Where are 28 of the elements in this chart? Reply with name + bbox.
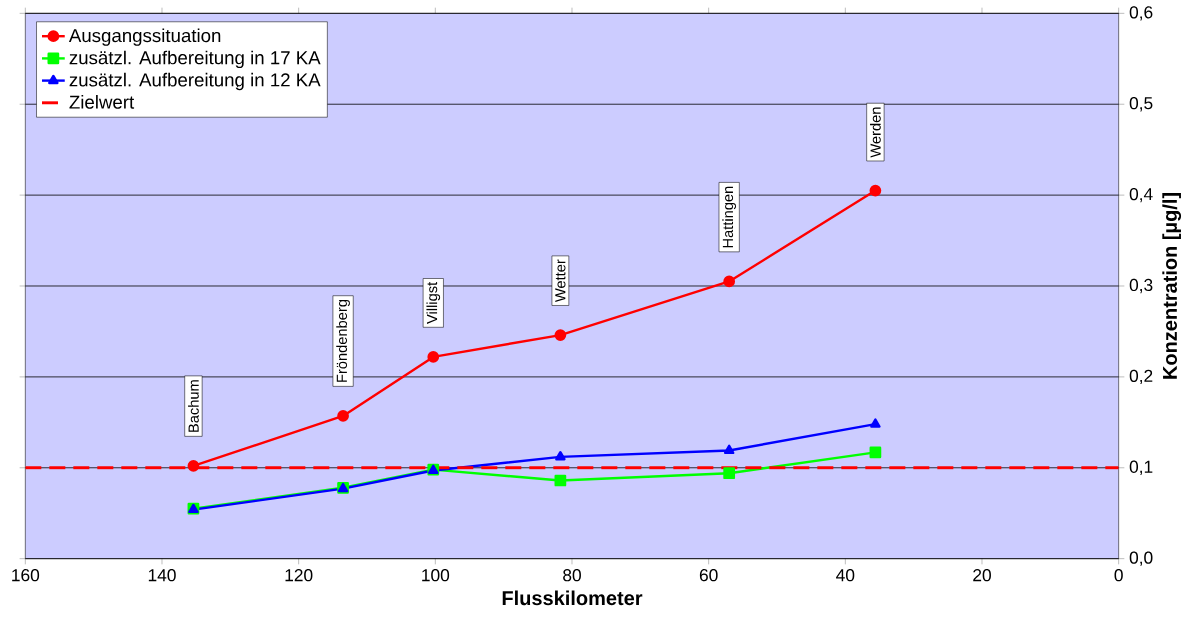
legend-label: Ausgangssituation	[68, 28, 221, 46]
x-tick-label: 20	[973, 569, 991, 582]
x-tick-label: 100	[422, 569, 450, 582]
annotation: Werden	[870, 107, 881, 158]
x-tick-label: 120	[285, 569, 313, 582]
x-tick-label: 140	[148, 569, 176, 582]
legend-label: Zielwert	[69, 95, 135, 109]
y-tick-label: 0,0	[1129, 551, 1153, 566]
legend-label: zusätzl. Aufbereitung in 12 KA	[69, 72, 321, 91]
annotation: Wetter	[555, 259, 566, 303]
annotation: Fröndenberg	[336, 300, 350, 382]
x-tick-label: 80	[563, 569, 581, 582]
y-axis-title: Konzentration [µg/l]	[1162, 193, 1182, 379]
x-tick-label: 60	[699, 569, 718, 582]
y-tick-label: 0,2	[1129, 369, 1153, 385]
y-tick-label: 0,4	[1129, 187, 1153, 203]
x-tick-label: 0	[1114, 569, 1123, 582]
annotation: Hattingen	[722, 186, 736, 248]
y-tick-label: 0,6	[1129, 6, 1153, 21]
y-tick-label: 0,1	[1129, 460, 1153, 475]
x-tick-label: 40	[836, 569, 855, 582]
annotation: Villigst	[426, 281, 441, 324]
legend-label: zusätzl. Aufbereitung in 17 KA	[69, 50, 321, 69]
annotation: Bachum	[188, 380, 199, 432]
y-tick-label: 0,5	[1129, 97, 1153, 112]
x-tick-label: 160	[12, 569, 40, 582]
y-tick-label: 0,3	[1129, 278, 1153, 294]
x-axis-title: Flusskilometer	[502, 590, 643, 606]
